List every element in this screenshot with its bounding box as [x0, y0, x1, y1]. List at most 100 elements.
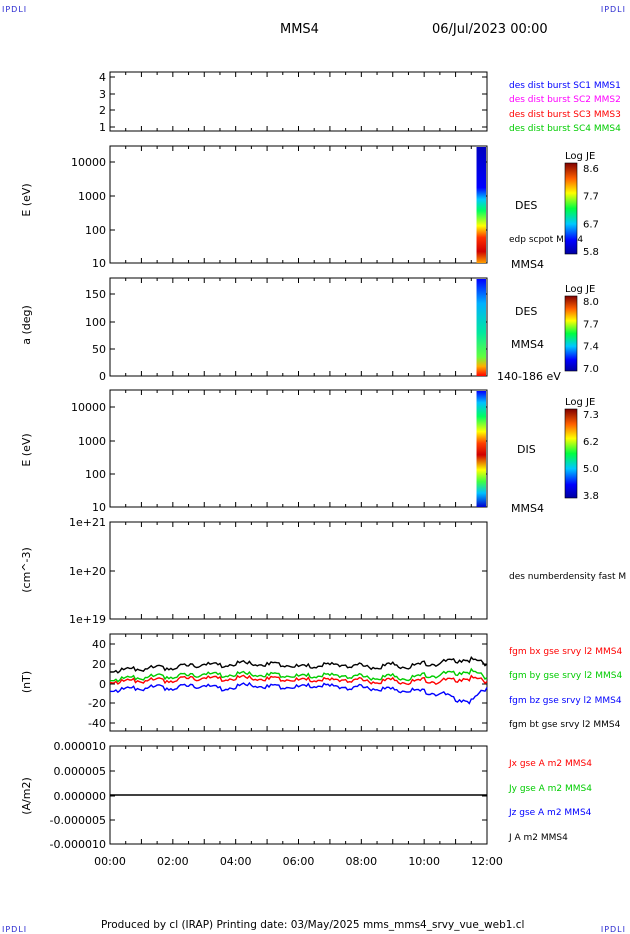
logo-left: IPDLI — [2, 5, 28, 14]
y-tick-label: 10000 — [71, 156, 106, 169]
y-tick-label: 1e+19 — [69, 613, 106, 626]
y-tick-label: -0.000010 — [50, 838, 106, 851]
colorbar-title: Log JE — [565, 151, 595, 162]
colorbar-tick-label: 3.8 — [583, 491, 599, 502]
panel-label: DES — [515, 199, 537, 212]
x-tick-label: 00:00 — [94, 855, 126, 868]
y-tick-label: -40 — [88, 717, 106, 730]
legend-entry: des numberdensity fast M — [509, 572, 626, 582]
colorbar-tick-label: 5.8 — [583, 247, 599, 258]
legend-entry: Jx gse A m2 MMS4 — [508, 759, 592, 769]
x-tick-label: 10:00 — [408, 855, 440, 868]
y-tick-label: -20 — [88, 697, 106, 710]
panel-des-energy: 10000 1000 100 10 E (eV) DES edp scpot MMS4 MMS… — [20, 145, 599, 271]
y-tick-label: 0.000005 — [54, 765, 107, 778]
stacked-figure: 4 3 2 1 des dist burst SC1 MMS1 des dist burs… — [20, 71, 626, 868]
panel-burst-availability: 4 3 2 1 des dist burst SC1 MMS1 des dist burs… — [99, 71, 621, 134]
footer-text: Produced by cl (IRAP) Printing date: 03/… — [101, 919, 525, 931]
x-tick-label: 12:00 — [471, 855, 503, 868]
legend-entry: fgm bx gse srvy l2 MMS4 — [509, 647, 622, 657]
panel-density: 1e+21 1e+20 1e+19 (cm^-3) des numberdensity … — [20, 516, 626, 626]
y-tick-label: 0.000000 — [54, 790, 107, 803]
legend-entry: des dist burst SC1 MMS1 — [509, 81, 621, 91]
y-tick-label: 1000 — [78, 435, 106, 448]
y-axis-label: (cm^-3) — [20, 547, 33, 593]
series-line-fgm-by — [110, 667, 488, 683]
x-tick-label: 04:00 — [220, 855, 252, 868]
colorbar-tick-label: 6.2 — [583, 437, 599, 448]
y-tick-label: 1000 — [78, 190, 106, 203]
logo-right: IPDLI — [600, 5, 626, 14]
x-tick-label: 06:00 — [283, 855, 315, 868]
panel-frame — [109, 145, 488, 264]
y-tick-label: 150 — [85, 288, 106, 301]
y-axis-label: (A/m2) — [20, 777, 33, 815]
colorbar-tick-label: 8.6 — [583, 164, 599, 175]
y-tick-label: 10000 — [71, 401, 106, 414]
panel-des-pitch: 150 100 50 0 a (deg) DES MMS4 140-186 eV Log JE 8… — [20, 277, 599, 383]
colorbar-tick-label: 8.0 — [583, 297, 599, 308]
x-tick-label: 02:00 — [157, 855, 189, 868]
panel-frame — [109, 277, 488, 377]
colorbar-tick-label: 7.4 — [583, 342, 599, 353]
legend-entry: fgm bz gse srvy l2 MMS4 — [509, 696, 622, 706]
legend-entry: Jy gse A m2 MMS4 — [508, 784, 592, 794]
y-tick-label: 1e+21 — [69, 516, 106, 529]
y-tick-label: 50 — [92, 343, 106, 356]
y-tick-label: -0.000005 — [50, 814, 106, 827]
legend-entry: des dist burst SC3 MMS3 — [509, 110, 621, 120]
colorbar-title: Log JE — [565, 284, 595, 295]
panel-label: DES — [515, 305, 537, 318]
y-axis-label: E (eV) — [20, 433, 33, 466]
panel-label: edp scpot MMS4 — [509, 235, 583, 245]
y-axis-label: (nT) — [20, 671, 33, 693]
legend-entry: fgm bt gse srvy l2 MMS4 — [509, 720, 621, 730]
colorbar-tick-label: 7.3 — [583, 410, 599, 421]
y-tick-label: 10 — [92, 257, 106, 270]
legend-entry: des dist burst SC2 MMS2 — [509, 95, 621, 105]
series-line-fgm-bx — [109, 674, 488, 686]
y-tick-label: 0 — [99, 370, 106, 383]
heatmap-strip — [476, 279, 486, 376]
colorbar-title: Log JE — [565, 397, 595, 408]
panel-label: MMS4 — [511, 338, 544, 351]
colorbar-tick-label: 7.0 — [583, 364, 599, 375]
series-line-fgm-bz — [109, 681, 488, 705]
y-axis-label: a (deg) — [20, 305, 33, 345]
heatmap-strip — [476, 147, 486, 263]
panel-frame — [109, 71, 488, 132]
panel-fgm: 40 20 0 -20 -40 (nT) fgm bx gse srvy l2 MMS4 fg… — [20, 633, 622, 732]
panel-dis-energy: 10000 1000 100 10 E (eV) DIS MMS4 Log JE 7.3 6.2 5… — [20, 389, 599, 515]
y-tick-label: 100 — [85, 316, 106, 329]
y-tick-label: 10 — [92, 501, 106, 514]
legend-entry: J A m2 MMS4 — [508, 833, 568, 843]
legend-entry: Jz gse A m2 MMS4 — [508, 808, 592, 818]
legend-entry: fgm by gse srvy l2 MMS4 — [509, 671, 622, 681]
footer-logo-left: IPDLI — [2, 925, 28, 934]
footer-logo-right: IPDLI — [600, 925, 626, 934]
panel-frame — [109, 389, 488, 508]
colorbar-tick-label: 5.0 — [583, 464, 599, 475]
y-tick-label: 20 — [92, 658, 106, 671]
panel-label: 140-186 eV — [497, 370, 561, 383]
y-axis-label: E (eV) — [20, 183, 33, 216]
panel-label: MMS4 — [511, 502, 544, 515]
x-tick-label: 08:00 — [345, 855, 377, 868]
legend-entry: des dist burst SC4 MMS4 — [509, 124, 621, 134]
y-tick-label: 0.000010 — [54, 740, 107, 753]
y-tick-label: 100 — [85, 224, 106, 237]
y-tick-label: 4 — [99, 71, 106, 84]
series-line-fgm-bt — [109, 656, 488, 674]
colorbar — [564, 295, 578, 372]
colorbar-tick-label: 7.7 — [583, 319, 599, 330]
y-tick-label: 40 — [92, 638, 106, 651]
y-tick-label: 2 — [99, 104, 106, 117]
colorbar — [564, 408, 578, 499]
panel-label: MMS4 — [511, 258, 544, 271]
colorbar-tick-label: 6.7 — [583, 219, 599, 230]
y-tick-label: 0 — [99, 678, 106, 691]
y-tick-label: 1 — [99, 121, 106, 134]
y-tick-label: 1e+20 — [69, 565, 106, 578]
colorbar — [564, 162, 578, 255]
spacecraft-title: MMS4 — [280, 22, 319, 37]
